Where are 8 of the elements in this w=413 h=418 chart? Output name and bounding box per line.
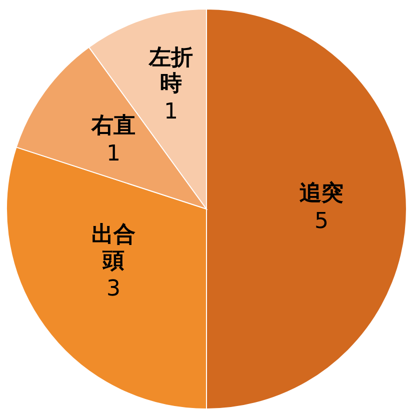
slice-label: 左折時 <box>148 46 193 97</box>
data-label: 3 <box>106 276 120 302</box>
slice-label: 追突 <box>300 180 344 206</box>
data-label: 5 <box>314 209 328 234</box>
slice-label: 出合頭 <box>91 222 136 274</box>
slice-label: 右直 <box>90 113 136 138</box>
data-label: 1 <box>164 100 178 125</box>
data-label: 1 <box>106 141 120 166</box>
